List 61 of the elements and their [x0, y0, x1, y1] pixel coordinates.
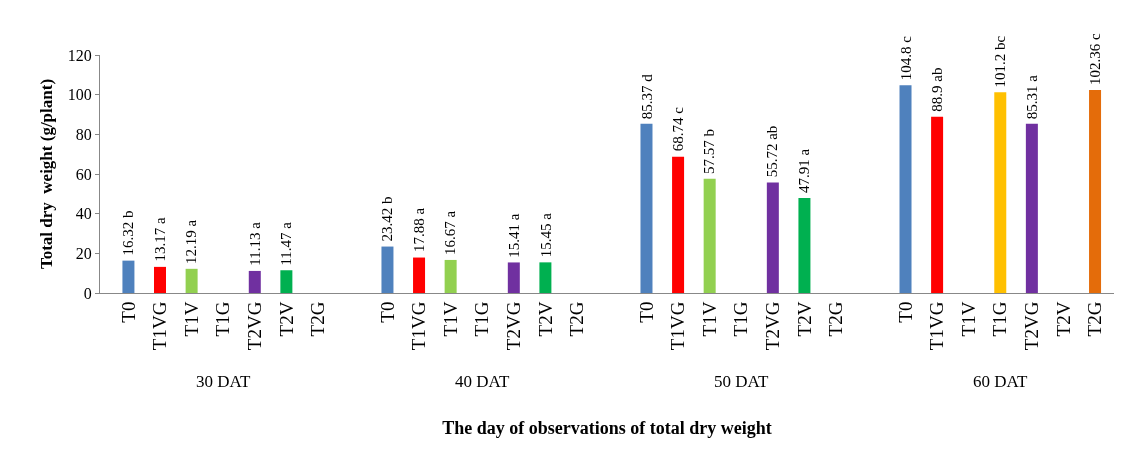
data-label: 55.72 ab — [764, 125, 781, 178]
data-label: 85.31 a — [1023, 74, 1040, 120]
text: 40 DAT — [455, 372, 510, 391]
data-label: 11.13 a — [246, 221, 263, 266]
x-tick-label: T1G — [212, 301, 234, 337]
x-tick-label: T1V — [439, 301, 461, 337]
data-label: 11.47 a — [278, 221, 295, 266]
x-tick-label: T0 — [117, 301, 139, 323]
data-label: 102.36 c — [1087, 33, 1104, 86]
text: 30 DAT — [196, 372, 251, 391]
data-label: 47.91 a — [795, 148, 812, 193]
data-label: 17.88 a — [411, 207, 428, 253]
x-tick-label: T0 — [894, 301, 916, 323]
x-tick-label: T1V — [957, 301, 979, 337]
data-label: 12.19 a — [183, 219, 200, 264]
data-label: 85.37 d — [638, 73, 655, 120]
text: 60 DAT — [973, 372, 1028, 391]
data-label: 101.2 bc — [991, 35, 1008, 88]
x-tick-label: T2V — [275, 301, 297, 337]
text: 50 DAT — [714, 372, 769, 391]
data-label: 16.67 a — [442, 210, 459, 256]
y-axis-title: Total dry weight (g/plant) — [37, 78, 57, 270]
x-tick-label: T1V — [180, 301, 202, 337]
data-label: 104.8 c — [897, 35, 914, 81]
x-tick-label: T2V — [793, 301, 815, 337]
y-tick-label: 100 — [67, 86, 92, 104]
x-tick-label: T0 — [376, 301, 398, 323]
data-label: 13.17 a — [151, 216, 168, 262]
data-label: 15.45 a — [537, 212, 554, 258]
y-tick-label: 0 — [83, 284, 92, 302]
data-label: 68.74 c — [669, 106, 686, 152]
x-tick-label: T1VG — [667, 301, 689, 351]
y-tick-label: 20 — [75, 244, 92, 262]
data-label: 15.41 a — [505, 213, 522, 258]
x-tick-label: T2VG — [243, 301, 265, 351]
x-tick-label: T2VG — [502, 301, 524, 351]
x-tick-label: T1V — [698, 301, 720, 337]
x-tick-label: T1G — [471, 301, 493, 337]
x-tick-label: T2G — [566, 301, 588, 337]
y-tick-label: 120 — [67, 46, 92, 64]
x-tick-label: T0 — [635, 301, 657, 323]
y-tick-label: 80 — [75, 125, 92, 143]
x-tick-label: T1VG — [926, 301, 948, 351]
x-tick-label: T2V — [534, 301, 556, 337]
x-tick-label: T1VG — [149, 301, 171, 351]
x-tick-label: T2G — [825, 301, 847, 337]
x-tick-label: T1G — [989, 301, 1011, 337]
y-tick-label: 40 — [75, 205, 92, 223]
x-tick-label: T2G — [307, 301, 329, 337]
x-axis-title: The day of observations of total dry weight — [442, 418, 772, 439]
x-tick-label: T2V — [1052, 301, 1074, 337]
data-label: 88.9 ab — [929, 67, 946, 112]
x-tick-label: T2G — [1084, 301, 1106, 337]
x-tick-label: T1VG — [408, 301, 430, 351]
data-label: 57.57 b — [701, 128, 718, 174]
data-label: 23.42 b — [379, 196, 396, 242]
y-tick-label: 60 — [75, 165, 92, 183]
x-tick-label: T2VG — [762, 301, 784, 351]
data-label: 16.32 b — [120, 210, 137, 256]
x-tick-label: T2VG — [1021, 301, 1043, 351]
x-tick-label: T1G — [730, 301, 752, 337]
